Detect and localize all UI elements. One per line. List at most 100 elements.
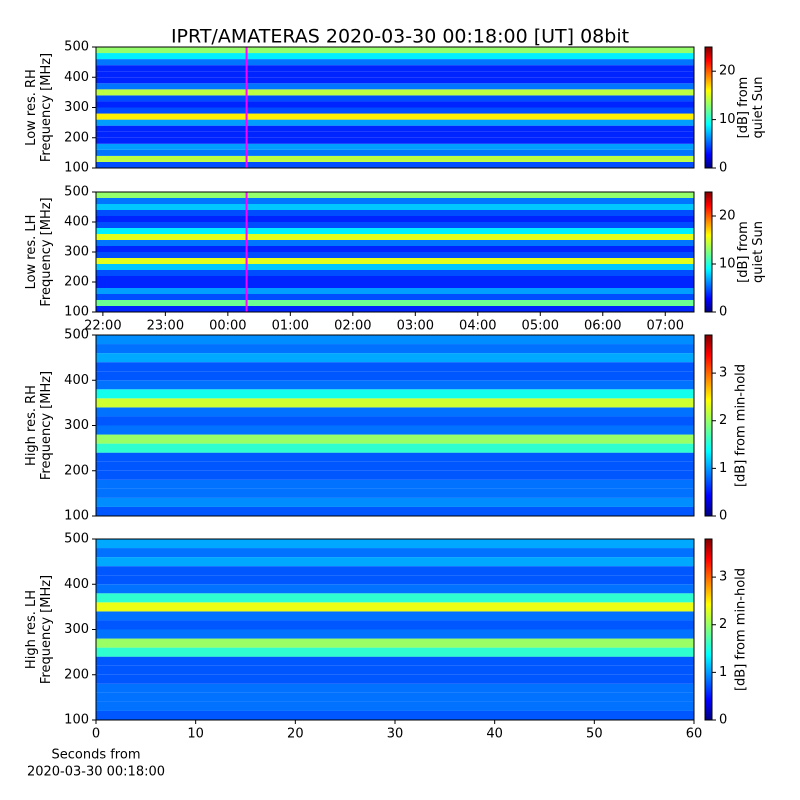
heatmap-cell <box>96 71 694 78</box>
heatmap-cell <box>96 407 694 417</box>
y-tick-label: 500 <box>64 185 89 200</box>
colorbar-tick-label: 0 <box>719 509 727 524</box>
colorbar <box>704 46 713 169</box>
heatmap-cell <box>96 434 694 444</box>
heatmap-cell <box>96 240 694 246</box>
y-axis-label: High res. LH <box>24 590 39 669</box>
y-tick-label: 400 <box>64 373 89 388</box>
x-tick-label: 04:00 <box>459 319 496 334</box>
x-tick-label: 20 <box>287 727 304 742</box>
heatmap-cell <box>96 113 694 120</box>
x-axis-label: 2020-03-30 00:18:00 <box>27 765 165 780</box>
heatmap-cell <box>96 192 694 198</box>
heatmap-cell <box>96 282 694 288</box>
x-tick-label: 06:00 <box>584 319 621 334</box>
heatmap-cell <box>96 683 694 693</box>
chart-title: IPRT/AMATERAS 2020-03-30 00:18:00 [UT] 0… <box>171 26 629 48</box>
colorbar-tick-label: 20 <box>719 209 736 224</box>
heatmap-cell <box>96 161 694 168</box>
heatmap-cell <box>96 216 694 222</box>
x-tick-label: 22:00 <box>84 319 121 334</box>
heatmap-cell <box>96 479 694 489</box>
x-tick-label: 00:00 <box>209 319 246 334</box>
heatmap-cell <box>96 353 694 363</box>
y-tick-label: 300 <box>64 245 89 260</box>
heatmap-cell <box>96 692 694 702</box>
colorbar-tick-label: 0 <box>719 161 727 176</box>
x-tick-label: 50 <box>586 727 603 742</box>
heatmap-cell <box>96 362 694 372</box>
heatmap-cell <box>96 470 694 480</box>
y-tick-label: 400 <box>64 70 89 85</box>
heatmap-cell <box>96 665 694 675</box>
heatmap-cell <box>96 204 694 210</box>
heatmap-cell <box>96 234 694 240</box>
y-tick-label: 100 <box>64 161 89 176</box>
colorbar-tick-label: 10 <box>719 257 736 272</box>
heatmap-cell <box>96 59 694 66</box>
heatmap-cell <box>96 89 694 96</box>
colorbar-tick-label: 0 <box>719 305 727 320</box>
colorbar-tick-label: 2 <box>719 413 727 428</box>
heatmap-cell <box>96 506 694 516</box>
heatmap-cell <box>96 398 694 408</box>
heatmap-cell <box>96 294 694 300</box>
heatmap-cell <box>96 674 694 684</box>
heatmap-cell <box>96 497 694 507</box>
y-tick-label: 500 <box>64 532 89 547</box>
y-tick-label: 500 <box>64 40 89 55</box>
heatmap-cell <box>96 656 694 666</box>
heatmap-cell <box>96 270 694 276</box>
heatmap-cell <box>96 443 694 453</box>
heatmap-cell <box>96 149 694 156</box>
y-tick-label: 400 <box>64 215 89 230</box>
colorbar-label: [dB] from <box>736 77 751 139</box>
heatmap-cell <box>96 288 694 294</box>
heatmap-cell <box>96 575 694 585</box>
y-tick-label: 400 <box>64 577 89 592</box>
heatmap-cell <box>96 47 694 54</box>
heatmap-cell <box>96 548 694 558</box>
y-tick-label: 100 <box>64 713 89 728</box>
heatmap-cell <box>96 137 694 144</box>
colorbar <box>704 334 713 517</box>
heatmap-cell <box>96 131 694 138</box>
heatmap-cell <box>96 647 694 657</box>
heatmap-cell <box>96 198 694 204</box>
heatmap-cell <box>96 155 694 162</box>
colorbar-tick-label: 3 <box>719 570 727 585</box>
y-axis-label: High res. RH <box>24 385 39 466</box>
heatmap-cell <box>96 101 694 108</box>
heatmap-cell <box>96 65 694 72</box>
heatmap-cell <box>96 119 694 126</box>
heatmap-cell <box>96 602 694 612</box>
colorbar <box>704 538 713 721</box>
x-tick-label: 30 <box>387 727 404 742</box>
y-tick-label: 200 <box>64 667 89 682</box>
heatmap-cell <box>96 53 694 60</box>
heatmap-cell <box>96 344 694 354</box>
heatmap-cell <box>96 335 694 345</box>
heatmap-cell <box>96 593 694 603</box>
colorbar-label: quiet Sun <box>751 221 766 283</box>
colorbar <box>704 191 713 313</box>
colorbar-label: [dB] from min-hold <box>734 568 749 691</box>
y-axis-label: Frequency [MHz] <box>39 53 54 162</box>
heatmap-cell <box>96 77 694 84</box>
colorbar-label: [dB] from <box>736 221 751 283</box>
heatmap-cell <box>96 306 694 312</box>
heatmap-cell <box>96 210 694 216</box>
y-axis-label: Frequency [MHz] <box>39 197 54 306</box>
y-tick-label: 300 <box>64 418 89 433</box>
y-axis-label: Low res. LH <box>24 215 39 290</box>
heatmap-cell <box>96 629 694 639</box>
heatmap-cell <box>96 246 694 252</box>
heatmap-cell <box>96 461 694 471</box>
x-tick-label: 40 <box>486 727 503 742</box>
heatmap-cell <box>96 125 694 132</box>
heatmap-cell <box>96 425 694 435</box>
colorbar-tick-label: 2 <box>719 617 727 632</box>
heatmap-cell <box>96 638 694 648</box>
heatmap-cell <box>96 701 694 711</box>
heatmap-cell <box>96 258 694 264</box>
